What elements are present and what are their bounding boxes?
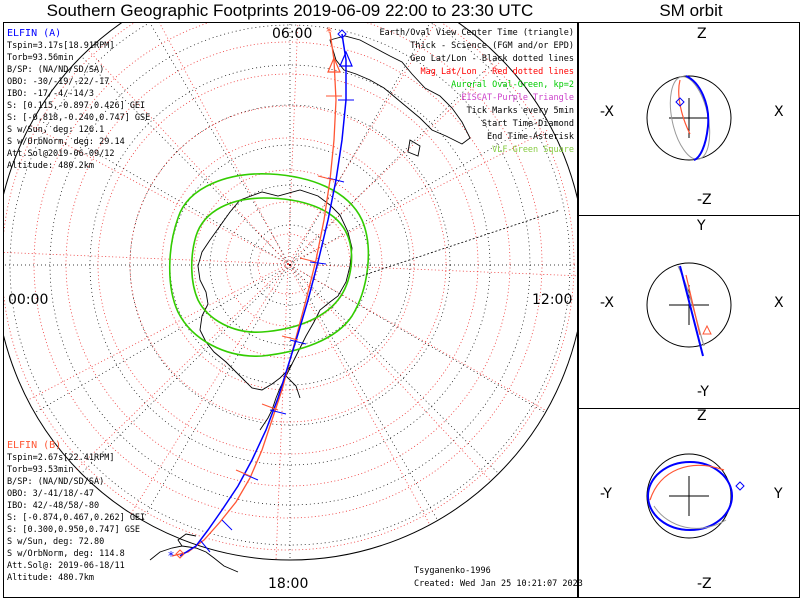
- clock-label-right: 12:00: [532, 292, 573, 308]
- elfin-b-line: Tspin=2.67s[22.41RPM]: [7, 453, 115, 463]
- created-timestamp: Created: Wed Jan 25 10:21:07 2023: [414, 579, 583, 589]
- elfin-b-line: B/SP: (NA/ND/SD/SA): [7, 477, 105, 487]
- sm2-bottom-label: -Y: [697, 384, 709, 400]
- auroral-oval-inner: [190, 197, 353, 333]
- sm-panel-1-drawing: [646, 75, 732, 161]
- elfin-b-end-asterisk: *: [326, 25, 332, 39]
- elfin-a-line: Tspin=3.17s[18.91RPM]: [7, 41, 115, 51]
- sm3-bottom-label: -Z: [697, 576, 712, 592]
- elfin-b-tick-marks: [235, 95, 342, 477]
- tasmania-coast: [407, 139, 421, 157]
- sm1-bottom-label: -Z: [697, 192, 712, 208]
- elfin-a-title: ELFIN (A): [7, 28, 62, 39]
- elfin-a-line: S w/OrbNorm, deg: 29.14: [7, 137, 125, 147]
- elfin-b-line: S: [-0.874,0.467,0.262] GEI: [7, 513, 146, 523]
- elfin-b-line: S w/OrbNorm, deg: 114.8: [7, 549, 125, 559]
- elfin-a-line: IBO: -17/-4/-14/3: [7, 89, 94, 99]
- elfin-a-track: [179, 33, 347, 557]
- elfin-a-line: Torb=93.56min: [7, 53, 74, 63]
- auroral-oval-outer: [168, 173, 370, 357]
- elfin-b-line: Altitude: 480.7km: [7, 573, 94, 583]
- sm3-left-label: -Y: [600, 486, 612, 502]
- elfin-a-tick-marks: [199, 99, 354, 553]
- elfin-a-line: S w/Sun, deg: 126.1: [7, 125, 105, 135]
- south-america-coast: [149, 533, 239, 573]
- sm2-right-label: X: [774, 295, 784, 311]
- elfin-b-line: S: [0.300,0.950,0.747] GSE: [7, 525, 141, 535]
- legend-item: Tick Marks every 5min: [466, 106, 574, 116]
- sm1-top-label: Z: [697, 26, 707, 42]
- clock-label-top: 06:00: [272, 26, 313, 42]
- australia-coast: [329, 35, 471, 145]
- model-credit: Tsyganenko-1996: [414, 566, 491, 576]
- sm2-left-label: -X: [600, 295, 614, 311]
- sm-panel-3-drawing: [646, 453, 745, 539]
- elfin-b-line: IBO: 42/-48/58/-80: [7, 501, 100, 511]
- legend-item: Auroral Oval-Green, kp=2: [451, 80, 574, 90]
- elfin-b-line: OBO: 3/-41/18/-47: [7, 489, 94, 499]
- elfin-a-center-triangle: [339, 50, 353, 67]
- clock-label-bottom: 18:00: [268, 576, 309, 592]
- elfin-b-line: Att.Sol@: 2019-06-18/11: [7, 561, 125, 571]
- legend-item: Geo Lat/Lon - Black dotted lines: [410, 54, 574, 64]
- legend-item: VLF-Green Square: [492, 145, 574, 155]
- legend-item: EISCAT-Purple Triangle: [461, 93, 574, 103]
- map-panel: [3, 22, 578, 598]
- sm3-top-label: Z: [697, 408, 707, 424]
- sm-orbit-title: SM orbit: [659, 1, 723, 20]
- elfin-a-line: S: [-0.818,-0.240,0.747] GSE: [7, 113, 151, 123]
- sm1-right-label: X: [774, 104, 784, 120]
- elfin-a-start-diamond: [337, 29, 347, 39]
- legend-item: Start Time-Diamond: [481, 119, 574, 129]
- elfin-b-title: ELFIN (B): [7, 440, 62, 451]
- antarctica-coastline: [197, 189, 353, 391]
- sm-panel-2-drawing: [646, 262, 732, 357]
- elfin-a-line: Altitude: 480.2km: [7, 161, 94, 171]
- earth-limb: [4, 23, 577, 561]
- legend-item: Mag Lat/Lon - Red dotted lines: [420, 67, 574, 77]
- sm1-left-label: -X: [600, 104, 614, 120]
- elfin-a-line: B/SP: (NA/ND/SD/SA): [7, 65, 105, 75]
- elfin-a-line: Att.Sol@2019-06-09/12: [7, 149, 115, 159]
- elfin-b-track: [171, 31, 337, 557]
- sm2-top-label: Y: [697, 218, 706, 234]
- elfin-a-line: S: [0.115,-0.897,0.426] GEI: [7, 101, 146, 111]
- terminator-line: [354, 209, 561, 279]
- sm3-right-label: Y: [774, 486, 783, 502]
- elfin-a-line: OBO: -30/-19/-22/-17: [7, 77, 110, 87]
- page-title: Southern Geographic Footprints 2019-06-0…: [46, 1, 534, 20]
- legend-item: End Time-Asterisk: [487, 132, 574, 142]
- mag-lon-lines: [4, 23, 577, 561]
- elfin-b-line: S w/Sun, deg: 72.80: [7, 537, 105, 547]
- clock-label-left: 00:00: [8, 292, 49, 308]
- elfin-b-start-diamond: [175, 549, 185, 559]
- elfin-b-line: Torb=93.53min: [7, 465, 74, 475]
- legend-item: Earth/Oval View Center Time (triangle): [379, 28, 574, 38]
- elfin-a-end-asterisk: *: [168, 549, 174, 563]
- elfin-b-center-triangle: [327, 56, 341, 73]
- legend-item: Thick - Science (FGM and/or EPD): [410, 41, 574, 51]
